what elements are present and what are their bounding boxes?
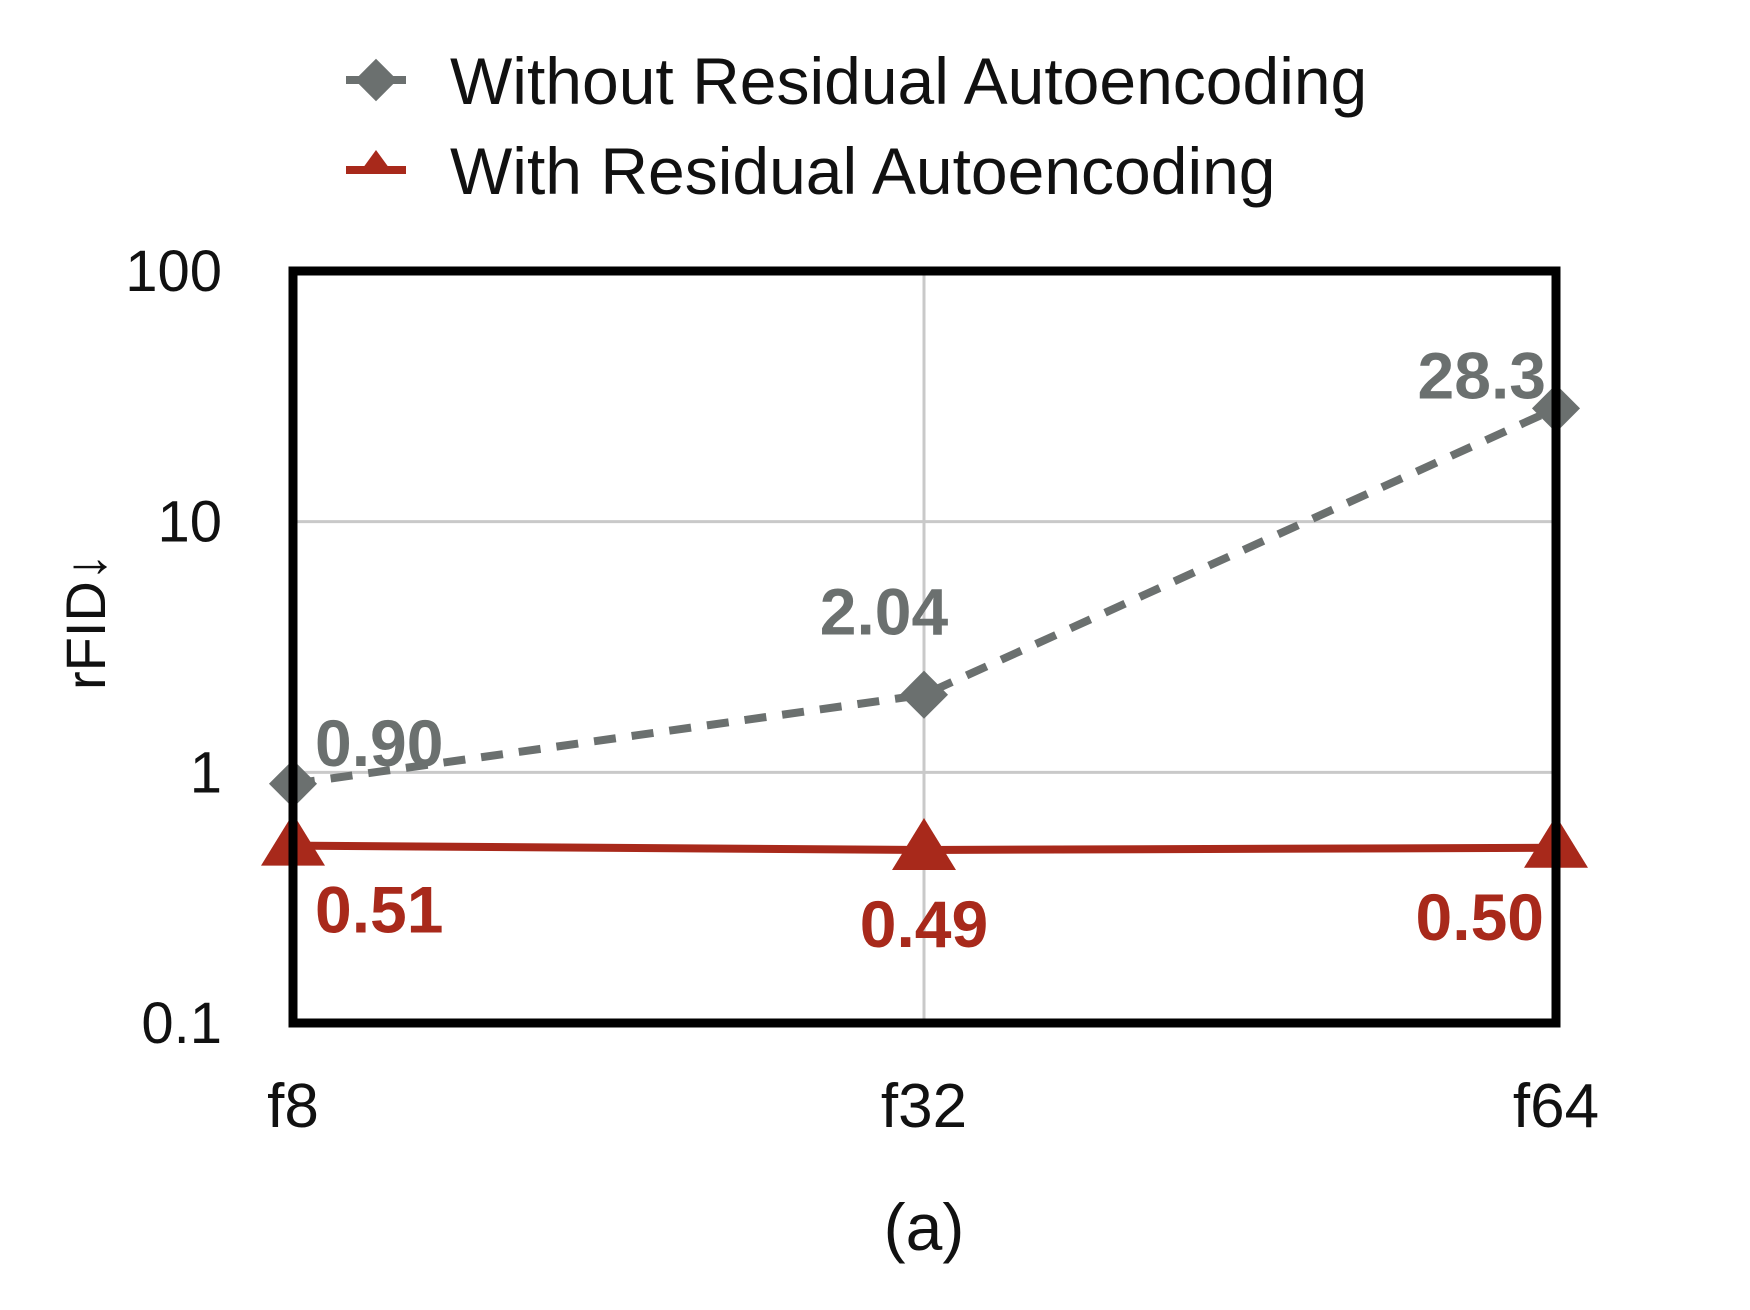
figure-caption: (a) xyxy=(884,1190,965,1264)
data-point-diamond xyxy=(899,670,949,719)
legend-label-without: Without Residual Autoencoding xyxy=(450,44,1367,118)
data-label: 28.3 xyxy=(1418,338,1546,412)
data-label: 2.04 xyxy=(820,575,949,649)
x-tick-label: f64 xyxy=(1513,1072,1599,1141)
x-tick-label: f32 xyxy=(881,1072,967,1141)
data-label: 0.49 xyxy=(860,887,988,961)
legend-item-without: Without Residual Autoencoding xyxy=(346,44,1367,118)
data-label: 0.50 xyxy=(1416,880,1544,954)
gridlines xyxy=(293,271,1556,1023)
legend-label-with: With Residual Autoencoding xyxy=(450,134,1276,208)
legend-marker-triangle-icon xyxy=(360,150,392,172)
data-point-triangle xyxy=(892,817,956,870)
y-tick-label: 10 xyxy=(157,490,222,555)
plot-frame xyxy=(288,266,1561,1028)
legend-item-with: With Residual Autoencoding xyxy=(346,134,1276,208)
legend-marker-diamond-icon xyxy=(354,58,398,102)
y-axis-label: rFID↓ xyxy=(54,553,117,690)
legend: Without Residual Autoencoding With Resid… xyxy=(346,44,1367,208)
y-tick-label: 100 xyxy=(125,239,222,304)
axis-ticks: 0.1 1 10 100 f8 f32 f64 xyxy=(125,239,1599,1141)
data-label: 0.51 xyxy=(315,873,443,947)
data-labels: 0.90 2.04 28.3 0.51 0.49 0.50 xyxy=(315,338,1546,961)
y-tick-label: 1 xyxy=(190,740,222,805)
data-label: 0.90 xyxy=(315,706,443,780)
y-tick-label: 0.1 xyxy=(141,991,222,1056)
x-tick-label: f8 xyxy=(267,1072,319,1141)
